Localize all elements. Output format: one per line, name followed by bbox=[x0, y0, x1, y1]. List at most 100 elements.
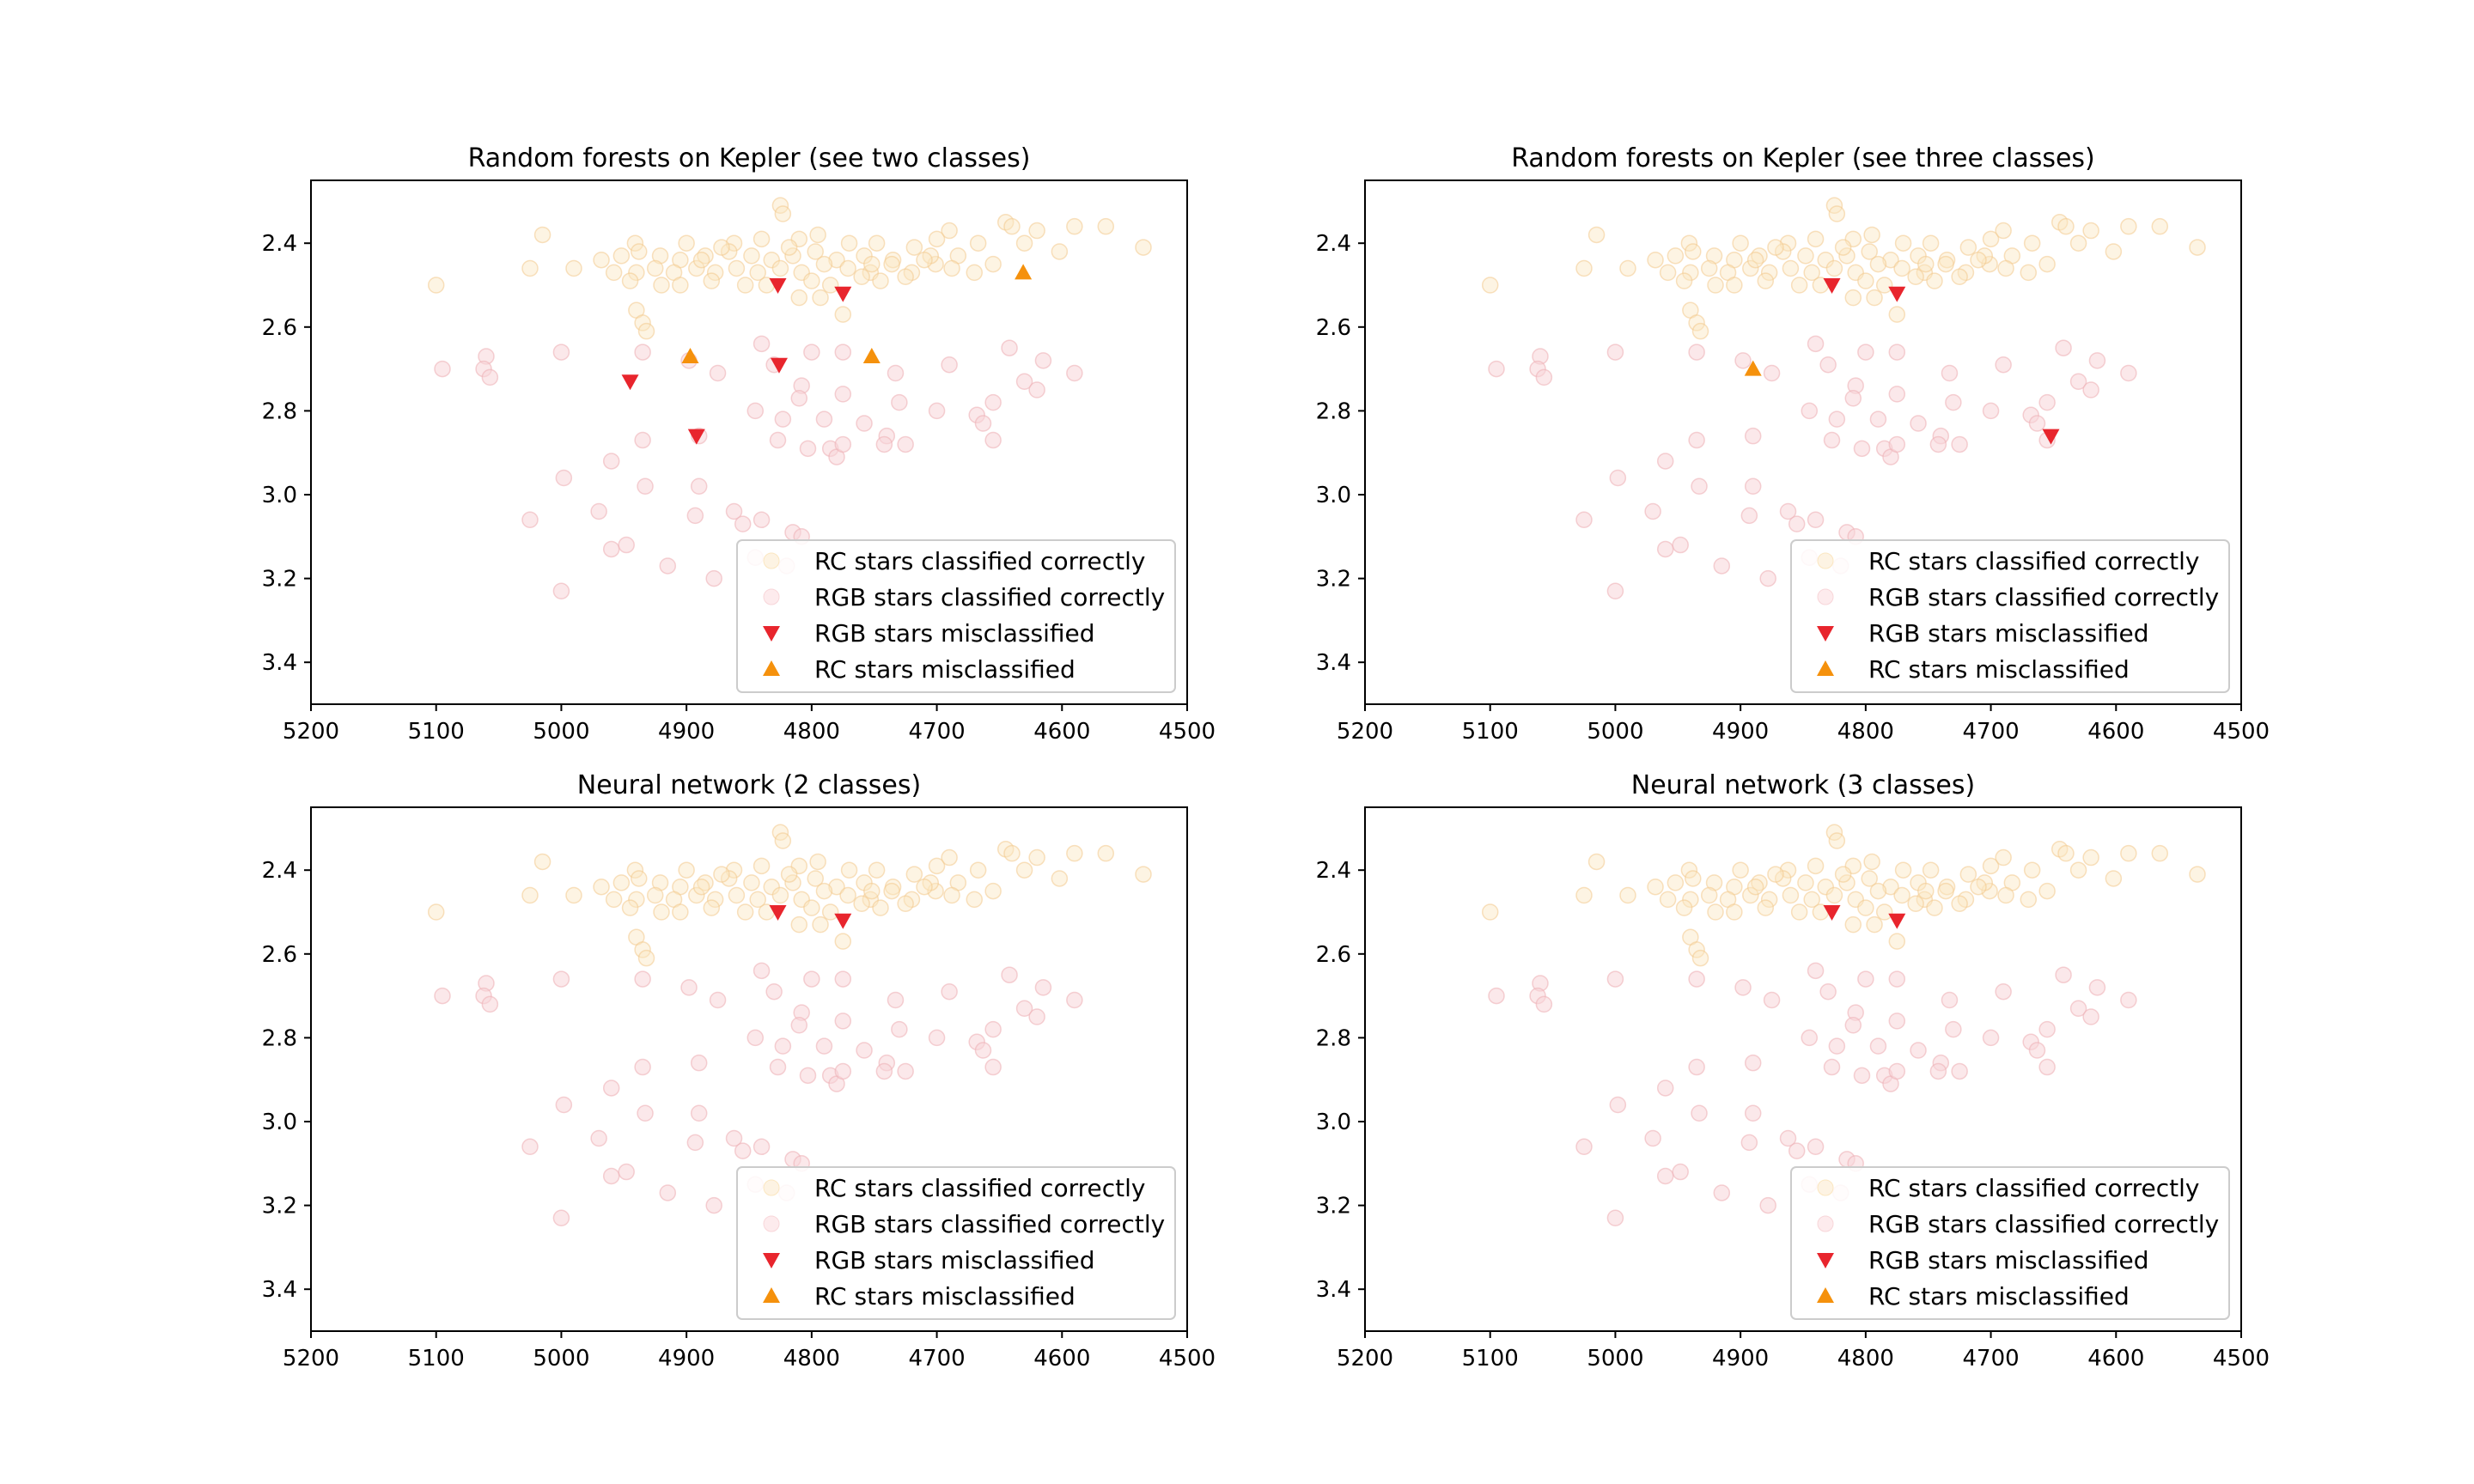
rc-correct-point bbox=[790, 915, 808, 934]
x-tick-label: 4800 bbox=[1837, 719, 1894, 745]
rc-correct-point bbox=[941, 222, 958, 240]
x-tick-label: 4800 bbox=[783, 719, 840, 745]
rc-correct-point bbox=[1003, 217, 1021, 235]
rgb-correct-point bbox=[481, 995, 499, 1013]
y-tick-label: 3.0 bbox=[1316, 483, 1351, 508]
rgb-correct-point bbox=[1644, 502, 1661, 520]
rgb-correct-point bbox=[834, 970, 852, 988]
legend-box bbox=[1790, 539, 2230, 693]
rc-correct-point bbox=[1647, 878, 1664, 896]
rgb-correct-point bbox=[481, 368, 499, 386]
rgb-correct-point bbox=[1656, 1167, 1674, 1185]
y-tick-label: 3.4 bbox=[262, 650, 297, 676]
subplot-4: Neural network (3 classes) 5200 5100 5000 49… bbox=[1316, 770, 2270, 1371]
rgb-correct-point bbox=[1801, 1029, 1819, 1047]
legend-marker-rc-correct bbox=[763, 1179, 780, 1196]
rgb-correct-point bbox=[2082, 1008, 2099, 1025]
rc-correct-point bbox=[621, 272, 639, 289]
x-tick-label: 5100 bbox=[1462, 719, 1519, 745]
rc-correct-point bbox=[706, 264, 724, 282]
x-tick-label: 4700 bbox=[908, 719, 965, 745]
rc-correct-point bbox=[1970, 251, 1987, 269]
rgb-correct-point bbox=[618, 536, 635, 554]
rc-correct-point bbox=[941, 848, 958, 867]
rc-correct-point bbox=[969, 234, 987, 252]
rc-correct-point bbox=[803, 899, 820, 916]
rc-correct-point bbox=[692, 878, 710, 896]
rgb-correct-point bbox=[1819, 982, 1837, 1000]
rc-correct-point bbox=[868, 234, 886, 252]
rc-correct-point bbox=[605, 264, 623, 282]
rgb-correct-point bbox=[887, 364, 905, 382]
rc-correct-point bbox=[713, 866, 730, 883]
rgb-correct-point bbox=[555, 1096, 573, 1114]
rc-correct-point bbox=[2151, 217, 2169, 235]
x-tick-label: 4600 bbox=[1033, 1346, 1090, 1371]
rgb-correct-point bbox=[1672, 1163, 1689, 1181]
rc-correct-point bbox=[1866, 289, 1883, 307]
rc-correct-point bbox=[653, 277, 670, 294]
rc-correct-point bbox=[1803, 891, 1820, 909]
x-tick-label: 4500 bbox=[1159, 719, 1216, 745]
rgb-correct-point bbox=[834, 1062, 852, 1080]
x-tick-label: 4500 bbox=[2213, 719, 2270, 745]
subplot-title: Neural network (2 classes) bbox=[577, 770, 921, 800]
rgb-correct-point bbox=[686, 1134, 704, 1152]
rgb-correct-point bbox=[897, 435, 914, 453]
rc-correct-point bbox=[1782, 259, 1800, 277]
rc-correct-point bbox=[1682, 891, 1699, 909]
rc-correct-point bbox=[863, 255, 881, 273]
rc-correct-point bbox=[883, 255, 900, 273]
rgb-correct-point bbox=[705, 569, 722, 587]
rc-correct-point bbox=[1790, 277, 1808, 294]
legend-label: RC stars misclassified bbox=[1868, 1282, 2130, 1311]
rc-correct-point bbox=[969, 861, 987, 879]
rgb-correct-point bbox=[1744, 477, 1762, 495]
rc-correct-point bbox=[853, 895, 870, 912]
rc-correct-point bbox=[1667, 874, 1685, 891]
rgb-correct-point bbox=[2120, 991, 2137, 1009]
rgb-correct-point bbox=[799, 440, 817, 458]
rc-correct-point bbox=[631, 870, 648, 887]
rgb-correct-point bbox=[746, 402, 765, 420]
rgb-misclassified-point bbox=[769, 905, 787, 921]
rc-correct-point bbox=[1997, 886, 2014, 904]
rgb-correct-point bbox=[803, 970, 820, 988]
rgb-correct-point bbox=[1691, 1104, 1708, 1122]
rgb-correct-point bbox=[1910, 1042, 1927, 1059]
axes-frame bbox=[310, 179, 1188, 705]
rgb-correct-point bbox=[2069, 1000, 2087, 1017]
rc-correct-point bbox=[593, 878, 610, 896]
rc-correct-point bbox=[728, 259, 746, 277]
rc-correct-point bbox=[853, 268, 870, 285]
legend-marker-rgb-correct bbox=[1817, 1215, 1834, 1232]
rgb-correct-point bbox=[1844, 390, 1862, 407]
legend-label: RC stars classified correctly bbox=[1868, 547, 2199, 575]
rc-correct-point bbox=[1066, 844, 1083, 862]
rc-correct-point bbox=[763, 251, 780, 269]
legend-marker-rgb-misclassified bbox=[1817, 626, 1834, 642]
y-tick-label: 3.4 bbox=[262, 1277, 297, 1303]
rgb-correct-point bbox=[1982, 1029, 2000, 1047]
rc-misclassified-point bbox=[681, 347, 699, 363]
rc-correct-point bbox=[634, 314, 651, 331]
rc-correct-point bbox=[868, 861, 886, 879]
rc-correct-points bbox=[1481, 824, 2206, 967]
rc-correct-point bbox=[1760, 891, 1778, 909]
rc-correct-point bbox=[1817, 878, 1834, 896]
subplot-title: Random forests on Kepler (see three clas… bbox=[1511, 143, 2095, 173]
rgb-correct-point bbox=[2055, 339, 2072, 356]
rgb-correct-point bbox=[1734, 352, 1752, 369]
legend-box bbox=[736, 539, 1176, 693]
rc-correct-point bbox=[1894, 861, 1912, 879]
y-tick-label: 3.2 bbox=[262, 1194, 297, 1219]
rgb-correct-point bbox=[1819, 356, 1837, 374]
rgb-correct-point bbox=[790, 1017, 808, 1034]
rc-correct-point bbox=[2020, 264, 2038, 282]
rgb-correct-point bbox=[1606, 970, 1624, 988]
rgb-correct-point bbox=[1744, 427, 1762, 445]
rc-correct-point bbox=[1926, 272, 1943, 289]
rgb-correct-points bbox=[434, 962, 1083, 1226]
rc-correct-point bbox=[809, 853, 826, 871]
